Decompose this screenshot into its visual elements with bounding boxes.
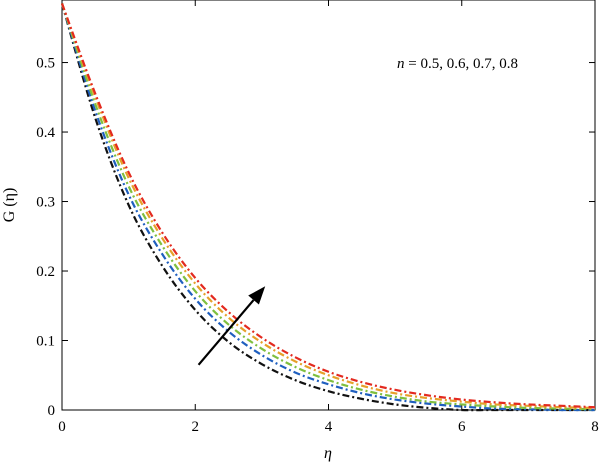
x-tick-label: 0	[58, 419, 66, 435]
direction-arrow	[197, 286, 266, 366]
arrow-head	[248, 286, 266, 305]
y-tick-label: 0.4	[36, 125, 55, 141]
annotation-values: = 0.5, 0.6, 0.7, 0.8	[405, 56, 518, 72]
arrow-shaft	[197, 299, 255, 366]
x-tick-label: 8	[591, 419, 599, 435]
x-tick-label: 6	[458, 419, 466, 435]
x-tick-label: 2	[192, 419, 200, 435]
parameter-annotation: n = 0.5, 0.6, 0.7, 0.8	[397, 56, 518, 72]
y-tick-label: 0	[48, 403, 56, 419]
annotation-variable: n	[397, 56, 405, 72]
x-tick-label: 4	[325, 419, 333, 435]
series-group	[60, 3, 596, 412]
y-axis-label: G (η)	[1, 188, 18, 223]
series-line-2	[60, 3, 596, 412]
y-tick-label: 0.2	[36, 264, 55, 280]
y-tick-label: 0.5	[36, 56, 55, 72]
series-line-1	[60, 3, 595, 412]
series-line-5	[60, 3, 596, 409]
series-line-4	[60, 3, 596, 410]
y-tick-label: 0.1	[36, 334, 55, 350]
x-axis-label: η	[324, 445, 332, 462]
ticks: 0 2 4 6 8 0 0.1 0.2 0.3 0.4 0.5	[36, 0, 599, 435]
series-line-3	[60, 3, 596, 411]
y-tick-label: 0.3	[36, 195, 55, 211]
